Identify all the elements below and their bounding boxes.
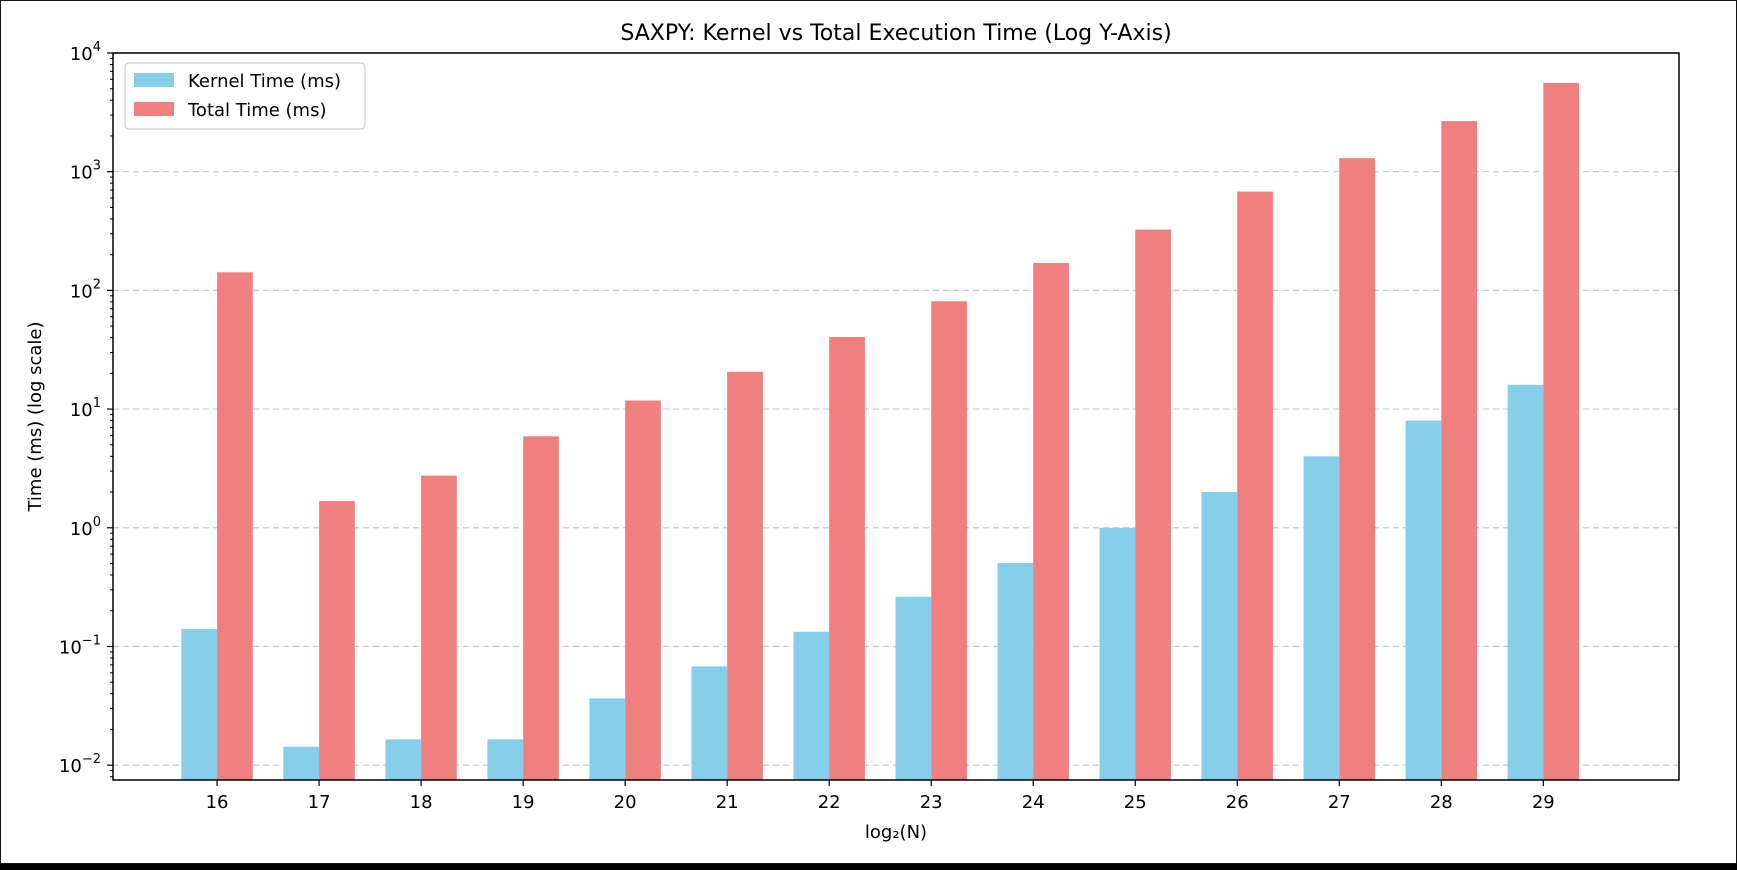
legend-label: Kernel Time (ms) bbox=[188, 71, 341, 92]
legend-box bbox=[124, 62, 366, 130]
total-time-bar bbox=[625, 400, 661, 780]
x-tick-label: 21 bbox=[716, 792, 739, 813]
y-tick-label: 10−2 bbox=[59, 752, 101, 777]
chart-title: SAXPY: Kernel vs Total Execution Time (L… bbox=[620, 21, 1171, 46]
total-time-bar bbox=[217, 272, 253, 780]
y-tick-label: 103 bbox=[70, 159, 101, 184]
x-axis-label: log₂(N) bbox=[865, 822, 927, 843]
y-axis-label: Time (ms) (log scale) bbox=[25, 321, 46, 512]
x-tick-label: 16 bbox=[206, 792, 229, 813]
kernel-time-bar bbox=[181, 629, 218, 780]
kernel-time-bar bbox=[691, 666, 728, 780]
x-tick-label: 24 bbox=[1022, 792, 1045, 813]
total-time-bar bbox=[829, 336, 865, 780]
total-time-bar bbox=[523, 436, 559, 780]
total-time-bar bbox=[1339, 158, 1375, 781]
kernel-time-bar bbox=[1099, 527, 1136, 780]
kernel-time-bar bbox=[385, 739, 422, 780]
y-tick-label: 10−1 bbox=[59, 633, 101, 658]
x-tick-label: 25 bbox=[1124, 792, 1147, 813]
total-time-bar bbox=[1033, 263, 1069, 780]
kernel-time-bar bbox=[1201, 492, 1238, 780]
y-tick-label: 101 bbox=[70, 396, 101, 421]
legend-swatch bbox=[134, 73, 174, 87]
x-tick-label: 27 bbox=[1328, 792, 1351, 813]
total-time-bar bbox=[1441, 121, 1478, 780]
legend: Kernel Time (ms) Total Time (ms) bbox=[124, 62, 366, 130]
legend-swatch bbox=[134, 102, 174, 116]
kernel-time-bar bbox=[793, 631, 830, 780]
y-tick-label: 102 bbox=[70, 277, 101, 302]
kernel-time-bar bbox=[283, 746, 320, 780]
kernel-time-bar bbox=[997, 562, 1034, 780]
kernel-time-bar bbox=[589, 698, 626, 780]
kernel-time-bar bbox=[1303, 456, 1340, 780]
x-tick-label: 17 bbox=[308, 792, 331, 813]
kernel-time-bar bbox=[895, 596, 932, 780]
total-time-bar bbox=[319, 501, 355, 780]
total-time-bar bbox=[1237, 191, 1273, 780]
total-time-bar bbox=[1135, 229, 1171, 781]
bars bbox=[181, 82, 1580, 781]
axes: 16 17 18 19 20 21 22 23 24 25 26 27 28 29 10−2 10−1 100 1… bbox=[59, 40, 1680, 813]
x-tick-label: 20 bbox=[614, 792, 637, 813]
y-tick-label: 100 bbox=[70, 515, 101, 540]
legend-label: Total Time (ms) bbox=[187, 100, 327, 121]
y-tick-label: 104 bbox=[70, 40, 101, 65]
x-tick-label: 18 bbox=[410, 792, 433, 813]
total-time-bar bbox=[727, 371, 763, 780]
plot-area-border bbox=[112, 52, 1680, 781]
x-tick-label: 19 bbox=[512, 792, 535, 813]
kernel-time-bar bbox=[1405, 420, 1442, 780]
kernel-time-bar bbox=[487, 739, 524, 780]
x-tick-label: 26 bbox=[1226, 792, 1249, 813]
x-tick-label: 28 bbox=[1430, 792, 1453, 813]
kernel-time-bar bbox=[1507, 384, 1544, 780]
x-tick-label: 23 bbox=[920, 792, 943, 813]
x-tick-label: 29 bbox=[1532, 792, 1555, 813]
total-time-bar bbox=[1543, 82, 1580, 780]
x-tick-label: 22 bbox=[818, 792, 841, 813]
total-time-bar bbox=[421, 475, 457, 780]
total-time-bar bbox=[931, 301, 967, 780]
